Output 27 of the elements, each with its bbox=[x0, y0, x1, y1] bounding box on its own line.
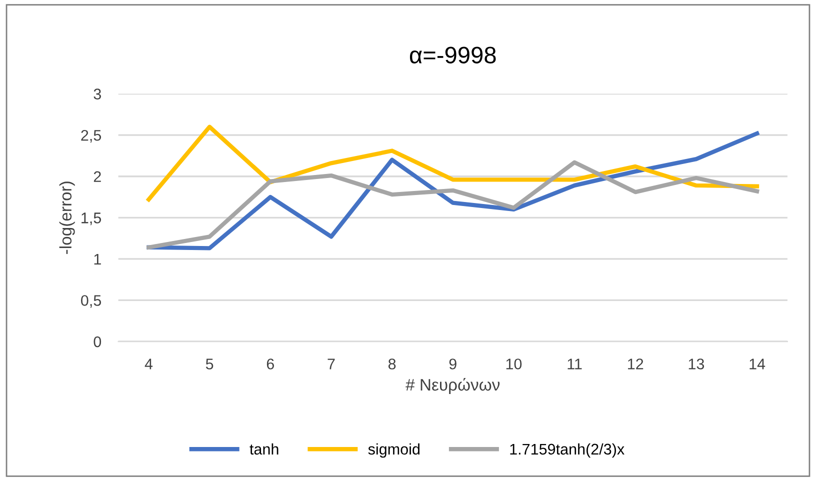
y-tick-label: 0 bbox=[94, 336, 102, 348]
line-series bbox=[146, 131, 760, 250]
x-axis-title: # Νευρώνων bbox=[406, 378, 500, 394]
x-tick-label: 10 bbox=[506, 358, 522, 370]
x-tick-label: 6 bbox=[266, 358, 274, 370]
legend-label: sigmoid bbox=[368, 443, 420, 458]
x-tick-label: 8 bbox=[388, 358, 396, 370]
legend-label: tanh bbox=[250, 443, 278, 455]
y-tick-label: 2,5 bbox=[81, 130, 102, 143]
x-tick-label: 5 bbox=[206, 358, 214, 370]
x-tick-label: 4 bbox=[144, 358, 153, 370]
line-series bbox=[146, 124, 760, 202]
line-series bbox=[146, 160, 760, 250]
y-tick-label: 3 bbox=[94, 88, 101, 100]
x-tick-label: 7 bbox=[328, 358, 335, 370]
x-tick-label: 14 bbox=[750, 358, 766, 370]
y-tick-label: 1 bbox=[94, 254, 101, 264]
y-tick-label: 1,5 bbox=[82, 212, 102, 226]
x-tick-label: 13 bbox=[688, 358, 704, 370]
y-axis-title: -log(error) bbox=[59, 182, 75, 254]
x-tick-label: 12 bbox=[628, 358, 644, 370]
y-tick-label: 0,5 bbox=[81, 295, 102, 308]
y-tick-label: 2 bbox=[94, 171, 101, 182]
chart-title: α=-9998 bbox=[410, 46, 496, 64]
x-tick-label: 9 bbox=[449, 358, 456, 370]
x-tick-label: 11 bbox=[568, 358, 582, 370]
legend-label: 1.7159tanh(2/3)x bbox=[510, 443, 624, 458]
